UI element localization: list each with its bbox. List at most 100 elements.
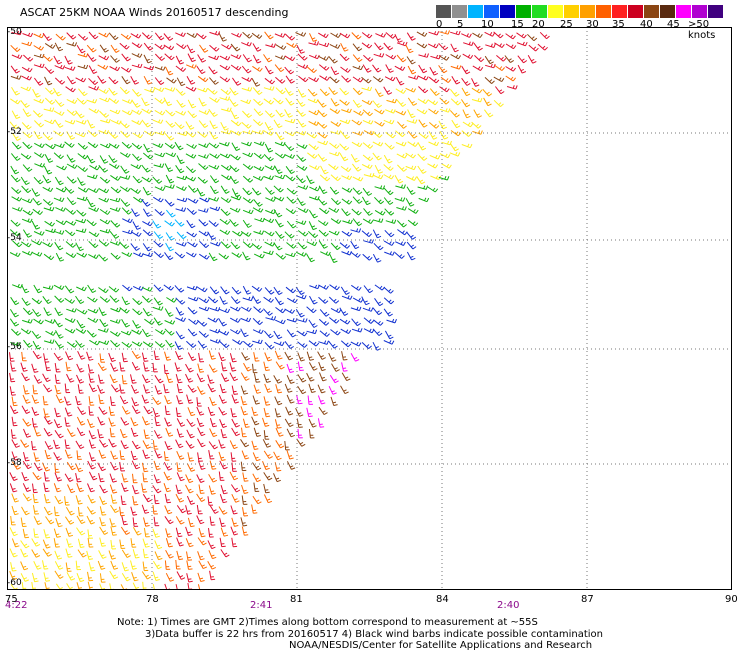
wind-barb: [21, 75, 32, 81]
wind-barb: [253, 108, 264, 117]
wind-barb: [141, 571, 152, 580]
wind-barb: [351, 141, 363, 148]
wind-barb: [77, 384, 84, 394]
wind-barb: [54, 119, 64, 128]
wind-barb: [339, 87, 350, 96]
wind-barb: [384, 76, 396, 82]
legend-tick: >50 knots: [688, 19, 716, 41]
wind-barb: [120, 33, 132, 40]
wind-barb: [54, 42, 64, 52]
wind-barb: [372, 253, 382, 263]
wind-barb: [428, 141, 440, 147]
wind-barb: [307, 98, 319, 104]
wind-barb: [110, 55, 120, 63]
wind-barb: [174, 121, 185, 129]
wind-barb: [9, 352, 15, 362]
wind-barb: [318, 361, 326, 372]
wind-barb: [361, 32, 373, 39]
wind-barb: [130, 417, 139, 427]
wind-barb: [144, 318, 155, 325]
wind-barb: [230, 484, 241, 493]
wind-barb: [471, 78, 480, 87]
wind-barb: [275, 253, 287, 260]
wind-barb: [361, 230, 373, 237]
wind-barb: [186, 394, 194, 404]
wind-barb: [33, 516, 42, 525]
wind-barb: [284, 66, 295, 75]
wind-barb: [10, 65, 20, 74]
wind-barb: [329, 76, 340, 84]
wind-barb: [110, 252, 121, 260]
wind-barb: [54, 550, 63, 560]
wind-barb: [308, 120, 320, 126]
wind-barb: [54, 407, 61, 418]
wind-barb: [163, 44, 175, 51]
wind-barb: [320, 251, 331, 257]
wind-barb: [64, 407, 73, 417]
wind-barb: [186, 231, 197, 238]
wind-barb: [374, 209, 386, 216]
wind-barb: [130, 506, 138, 516]
wind-barb: [461, 87, 471, 97]
wind-barb: [141, 164, 151, 173]
wind-barb: [196, 417, 205, 427]
wind-barb: [362, 307, 374, 312]
wind-barb: [363, 328, 375, 334]
wind-barb: [329, 151, 340, 157]
wind-barb: [31, 188, 41, 197]
wind-barb: [383, 197, 394, 205]
wind-barb: [121, 207, 132, 215]
wind-barb: [506, 85, 518, 90]
wind-barb: [132, 175, 143, 184]
wind-barb: [471, 97, 483, 103]
wind-barb: [296, 318, 308, 323]
wind-barb: [207, 296, 219, 304]
wind-barb: [308, 110, 320, 116]
wind-barb: [339, 119, 351, 125]
wind-barb: [341, 250, 353, 256]
wind-barb: [153, 317, 163, 326]
wind-barb: [318, 340, 329, 345]
wind-barb: [264, 383, 272, 393]
legend-swatch: [452, 5, 468, 18]
wind-barb: [99, 318, 109, 328]
wind-barb: [242, 340, 254, 348]
wind-barb: [109, 374, 118, 384]
wind-barb: [198, 306, 210, 312]
wind-barb: [142, 208, 152, 217]
wind-barb: [251, 187, 262, 196]
wind-barb: [141, 108, 152, 114]
wind-barb: [318, 296, 329, 304]
wind-barb: [10, 75, 22, 80]
wind-barb: [65, 506, 75, 516]
wind-barb: [218, 32, 227, 42]
wind-barb: [284, 341, 294, 349]
wind-barb: [441, 163, 452, 169]
wind-barb: [32, 483, 38, 494]
wind-barb: [141, 483, 148, 493]
wind-barb: [77, 406, 87, 415]
wind-barb: [185, 538, 194, 548]
wind-barb: [21, 218, 33, 223]
wind-barb: [76, 363, 85, 373]
wind-barb: [165, 339, 175, 348]
wind-barb: [31, 363, 39, 373]
wind-barb: [264, 342, 275, 350]
wind-barb: [121, 66, 132, 73]
wind-barb: [428, 108, 439, 115]
wind-barb: [231, 517, 239, 527]
wind-barb: [77, 142, 88, 150]
wind-barb: [121, 374, 128, 385]
wind-barb: [196, 504, 203, 515]
wind-barb: [539, 31, 550, 40]
wind-barb: [406, 119, 418, 124]
wind-barb: [328, 87, 338, 96]
wind-barb: [196, 32, 207, 40]
wind-barb: [164, 184, 175, 189]
wind-barb: [196, 373, 205, 383]
wind-barb: [340, 165, 352, 173]
wind-barb: [22, 307, 33, 316]
wind-barb: [99, 484, 108, 494]
wind-barb: [64, 55, 73, 65]
wind-barb: [274, 297, 284, 306]
